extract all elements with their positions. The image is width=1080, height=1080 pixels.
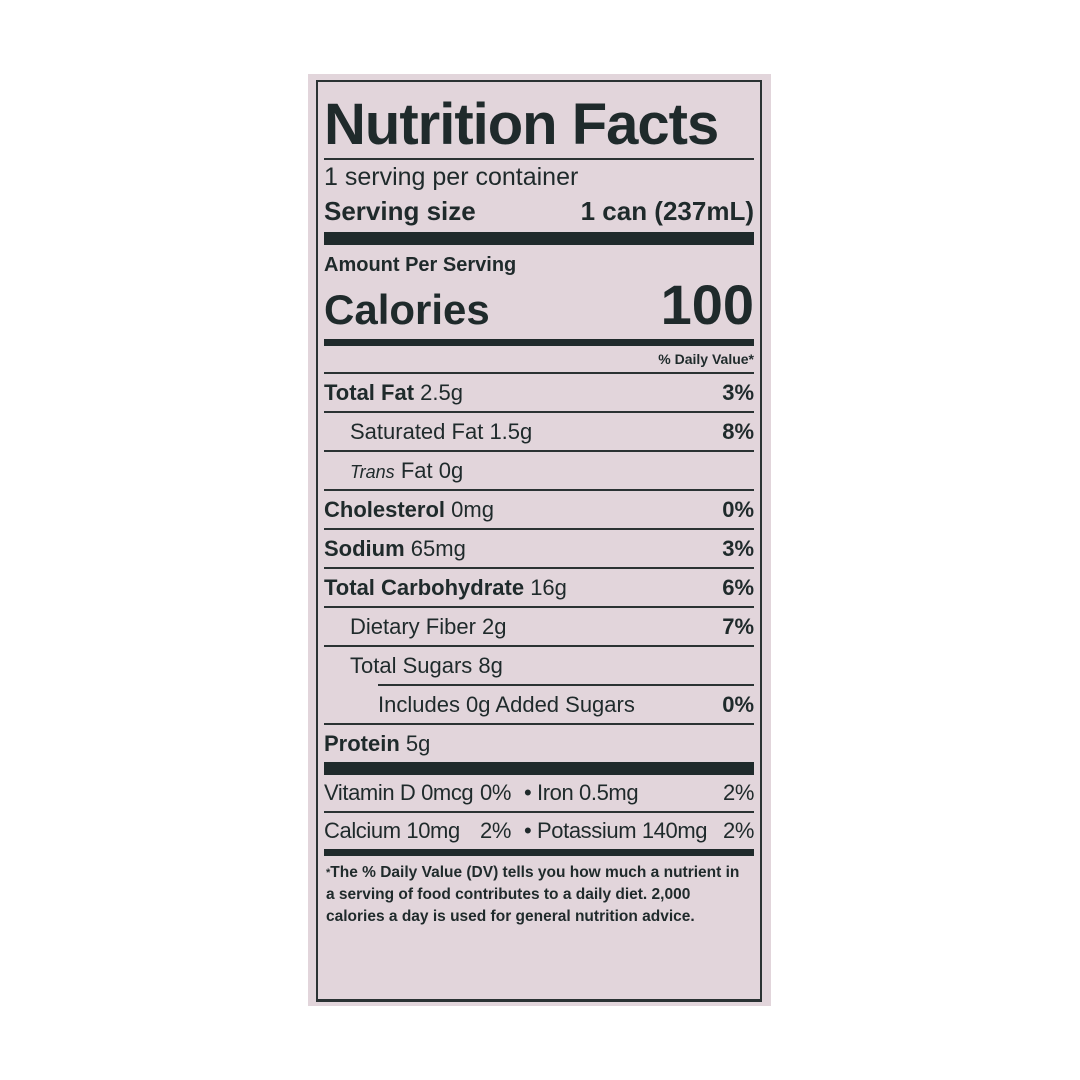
calories-row: Calories 100 xyxy=(324,277,754,333)
nutrient-row-protein: Protein 5g xyxy=(324,723,754,762)
calories-label: Calories xyxy=(324,286,490,333)
amount-per-serving: Amount Per Serving xyxy=(324,254,517,276)
label-title: Nutrition Facts xyxy=(324,92,719,157)
nutrient-dv: 0% xyxy=(722,497,754,522)
nutrient-name: Cholesterol xyxy=(324,497,446,522)
nutrient-row-dietary-fiber: Dietary Fiber 2g 7% xyxy=(324,606,754,645)
nutrient-amount: 2g xyxy=(482,614,507,639)
nutrient-amount: 2.5g xyxy=(420,380,463,405)
thick-divider xyxy=(324,232,754,245)
nutrient-amount: 8g xyxy=(478,653,503,678)
servings-per-container: 1 serving per container xyxy=(324,163,579,191)
nutrient-dv: 3% xyxy=(722,536,754,561)
medium-divider xyxy=(324,339,754,346)
nutrient-row-total-sugars: Total Sugars 8g xyxy=(324,645,754,684)
footnote-marker: * xyxy=(326,867,331,879)
vitamin-row: Calcium 10mg 2% • Potassium 140mg 2% xyxy=(324,813,754,849)
mineral-dv: 2% xyxy=(480,818,511,843)
nutrient-name-italic: Trans xyxy=(350,462,395,482)
vitamin-row: Vitamin D 0mcg 0% • Iron 0.5mg 2% xyxy=(324,775,754,811)
nutrient-row-sodium: Sodium 65mg 3% xyxy=(324,528,754,567)
serving-size-label: Serving size xyxy=(324,196,476,226)
medium-divider xyxy=(324,849,754,856)
nutrition-label-frame: Nutrition Facts 1 serving per container … xyxy=(316,80,762,1002)
nutrient-name: Includes 0g Added Sugars xyxy=(378,692,635,717)
mineral-name: • Iron 0.5mg xyxy=(524,780,639,805)
nutrient-name: Total Sugars xyxy=(350,653,473,678)
nutrient-row-added-sugars: Includes 0g Added Sugars 0% xyxy=(378,684,754,723)
nutrient-row-total-carbohydrate: Total Carbohydrate 16g 6% xyxy=(324,567,754,606)
nutrient-row-trans-fat: Trans Fat 0g xyxy=(324,450,754,489)
serving-size: Serving size 1 can (237mL) xyxy=(324,194,754,228)
mineral-name: • Potassium 140mg xyxy=(524,818,708,843)
nutrient-name: Protein xyxy=(324,731,400,756)
nutrient-name: Fat xyxy=(400,458,433,483)
daily-value-header: % Daily Value* xyxy=(658,351,754,367)
vitamin-dv: 0% xyxy=(480,780,511,805)
nutrient-amount: 65mg xyxy=(410,536,466,561)
divider xyxy=(324,158,754,160)
nutrient-amount: 16g xyxy=(530,575,567,600)
nutrient-dv: 3% xyxy=(722,380,754,405)
footnote: *The % Daily Value (DV) tells you how mu… xyxy=(324,856,754,928)
nutrient-name: Total Carbohydrate xyxy=(324,575,525,600)
mineral-dv: 2% xyxy=(723,818,754,843)
nutrient-name: Total Fat xyxy=(324,380,415,405)
mineral-dv: 2% xyxy=(723,780,754,805)
nutrient-name: Sodium xyxy=(324,536,405,561)
nutrient-dv: 8% xyxy=(722,419,754,444)
mineral-name: Calcium 10mg xyxy=(324,818,460,843)
nutrient-amount: 0mg xyxy=(451,497,494,522)
footnote-text: The % Daily Value (DV) tells you how muc… xyxy=(326,864,740,925)
nutrient-row-total-fat: Total Fat 2.5g 3% xyxy=(324,372,754,411)
nutrient-dv: 7% xyxy=(722,614,754,639)
nutrient-amount: 0g xyxy=(438,458,464,483)
nutrient-row-cholesterol: Cholesterol 0mg 0% xyxy=(324,489,754,528)
nutrient-name: Dietary Fiber xyxy=(350,614,476,639)
nutrient-amount: 1.5g xyxy=(489,419,533,444)
calories-value: 100 xyxy=(660,273,754,336)
nutrient-dv: 6% xyxy=(722,575,754,600)
nutrient-row-saturated-fat: Saturated Fat 1.5g 8% xyxy=(324,411,754,450)
nutrient-name: Saturated Fat xyxy=(350,419,484,444)
thick-divider xyxy=(324,762,754,775)
divider xyxy=(324,811,754,813)
serving-size-value: 1 can (237mL) xyxy=(580,196,754,226)
nutrient-amount: 5g xyxy=(405,731,431,756)
nutrition-label: Nutrition Facts 1 serving per container … xyxy=(308,74,771,1006)
nutrient-dv: 0% xyxy=(722,692,754,717)
vitamin-name: Vitamin D 0mcg xyxy=(324,780,474,805)
